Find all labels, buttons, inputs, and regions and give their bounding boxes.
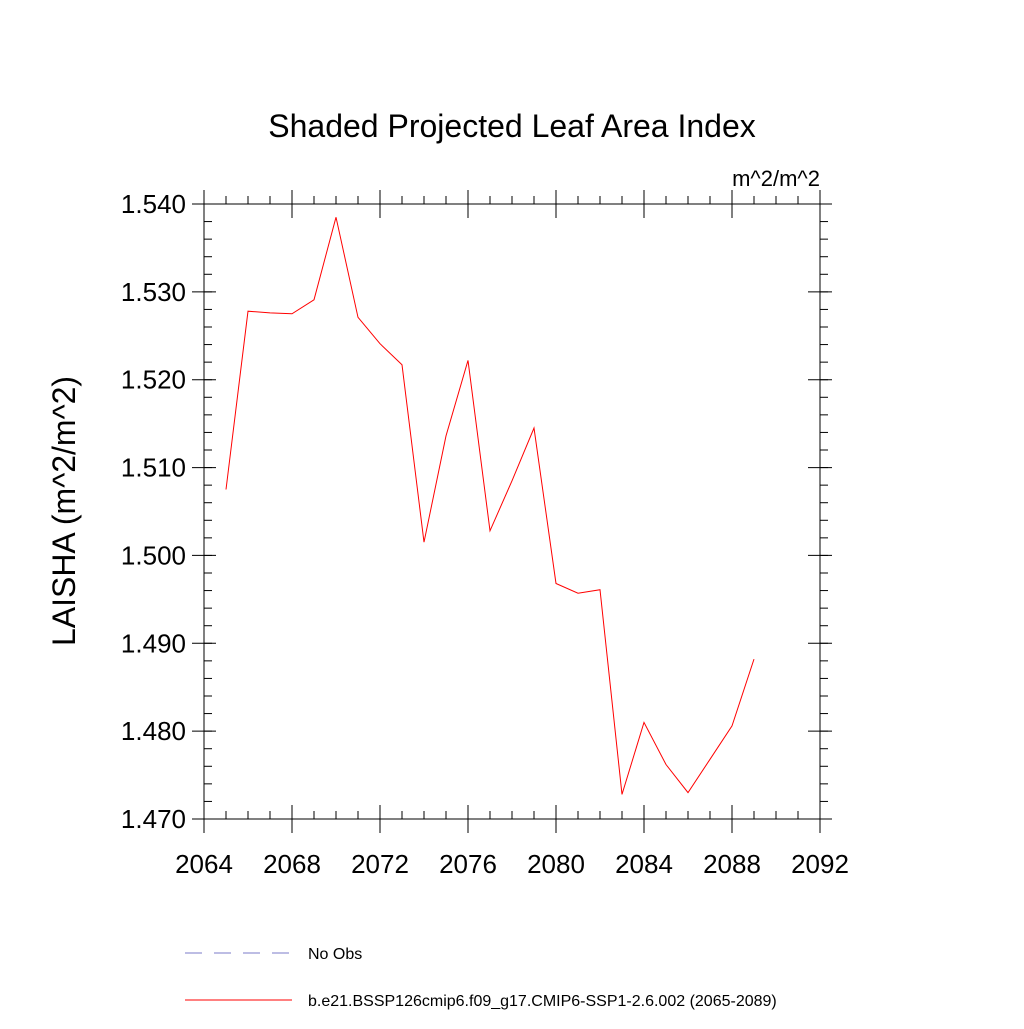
y-tick-label: 1.530 (121, 277, 186, 307)
y-tick-label: 1.510 (121, 453, 186, 483)
x-tick-label: 2072 (351, 849, 409, 879)
legend-label: No Obs (308, 946, 362, 963)
plot-border (203, 203, 821, 820)
chart-title: Shaded Projected Leaf Area Index (268, 108, 755, 144)
x-tick-label: 2076 (439, 849, 497, 879)
series-line (225, 217, 755, 795)
legend: No Obs b.e21.BSSP126cmip6.f09_g17.CMIP6-S… (185, 946, 777, 1010)
y-axis: 1.470 1.480 1.490 1.500 1.510 1.520 1.530 1.540 (121, 189, 832, 834)
plot-frame (203, 203, 821, 820)
units-label: m^2/m^2 (732, 166, 820, 191)
y-tick-label: 1.480 (121, 716, 186, 746)
y-tick-label: 1.520 (121, 365, 186, 395)
y-tick-label: 1.540 (121, 189, 186, 219)
y-tick-label: 1.500 (121, 540, 186, 570)
x-tick-label: 2084 (615, 849, 673, 879)
series-layer (225, 217, 755, 795)
y-tick-label: 1.470 (121, 804, 186, 834)
x-tick-label: 2088 (703, 849, 761, 879)
y-tick-label: 1.490 (121, 628, 186, 658)
x-axis: 2064 2068 2072 2076 2080 2084 2088 2092 (175, 190, 849, 879)
x-tick-label: 2080 (527, 849, 585, 879)
y-axis-label: LAISHA (m^2/m^2) (46, 376, 82, 646)
legend-label: b.e21.BSSP126cmip6.f09_g17.CMIP6-SSP1-2.… (308, 993, 777, 1010)
x-tick-label: 2068 (263, 849, 321, 879)
x-tick-label: 2064 (175, 849, 233, 879)
x-tick-label: 2092 (791, 849, 849, 879)
